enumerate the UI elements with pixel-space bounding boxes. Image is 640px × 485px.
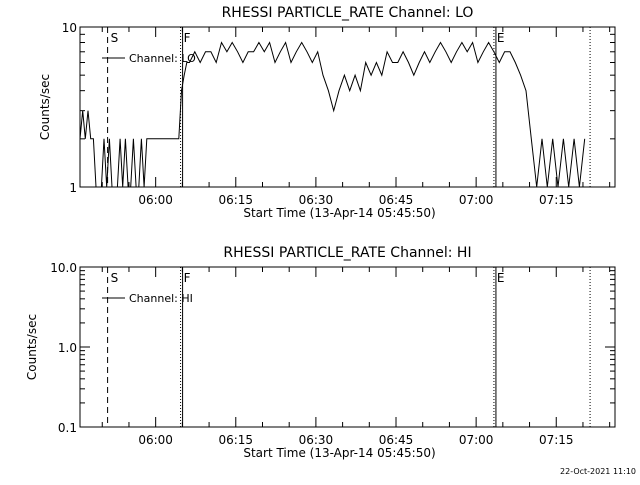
legend-label: Channel: HI (129, 292, 193, 305)
x-tick-label: 07:00 (459, 193, 494, 207)
event-marker-label: S (111, 31, 119, 45)
event-marker-label: F (184, 271, 191, 285)
event-marker-label: E (497, 31, 505, 45)
y-tick-label: 10.0 (50, 261, 77, 275)
y-tick-label: 0.1 (58, 421, 77, 435)
y-tick-label: 1.0 (58, 341, 77, 355)
x-axis-label: Start Time (13-Apr-14 05:45:50) (243, 446, 435, 460)
y-tick-label: 10 (62, 21, 77, 35)
y-tick-label: 1 (69, 181, 77, 195)
chart-title: RHESSI PARTICLE_RATE Channel: HI (223, 245, 471, 261)
x-tick-label: 07:15 (539, 433, 574, 447)
x-tick-label: 06:30 (299, 193, 334, 207)
plot-frame (79, 26, 616, 188)
event-marker-label: F (184, 31, 191, 45)
x-tick-label: 06:45 (379, 193, 414, 207)
x-tick-label: 06:00 (138, 433, 173, 447)
legend-label: Channel: LO (129, 52, 196, 65)
x-tick-label: 06:30 (299, 433, 334, 447)
y-axis-label: Counts/sec (38, 74, 52, 140)
x-tick-label: 07:15 (539, 193, 574, 207)
panel-lo: RHESSI PARTICLE_RATE Channel: LO 1 10 Count… (38, 5, 616, 220)
panel-hi: RHESSI PARTICLE_RATE Channel: HI 0.1 1.0 10… (25, 245, 616, 460)
plot-frame (79, 266, 616, 428)
series-line (79, 41, 586, 188)
y-axis-label: Counts/sec (25, 314, 39, 380)
x-tick-label: 07:00 (459, 433, 494, 447)
chart-title: RHESSI PARTICLE_RATE Channel: LO (222, 5, 474, 21)
x-tick-label: 06:00 (138, 193, 173, 207)
event-marker-label: S (111, 271, 119, 285)
x-tick-label: 06:15 (218, 433, 253, 447)
x-axis-label: Start Time (13-Apr-14 05:45:50) (243, 206, 435, 220)
x-tick-label: 06:15 (218, 193, 253, 207)
footer-date: 22-Oct-2021 11:10 (560, 467, 636, 476)
x-tick-label: 06:45 (379, 433, 414, 447)
event-marker-label: E (497, 271, 505, 285)
